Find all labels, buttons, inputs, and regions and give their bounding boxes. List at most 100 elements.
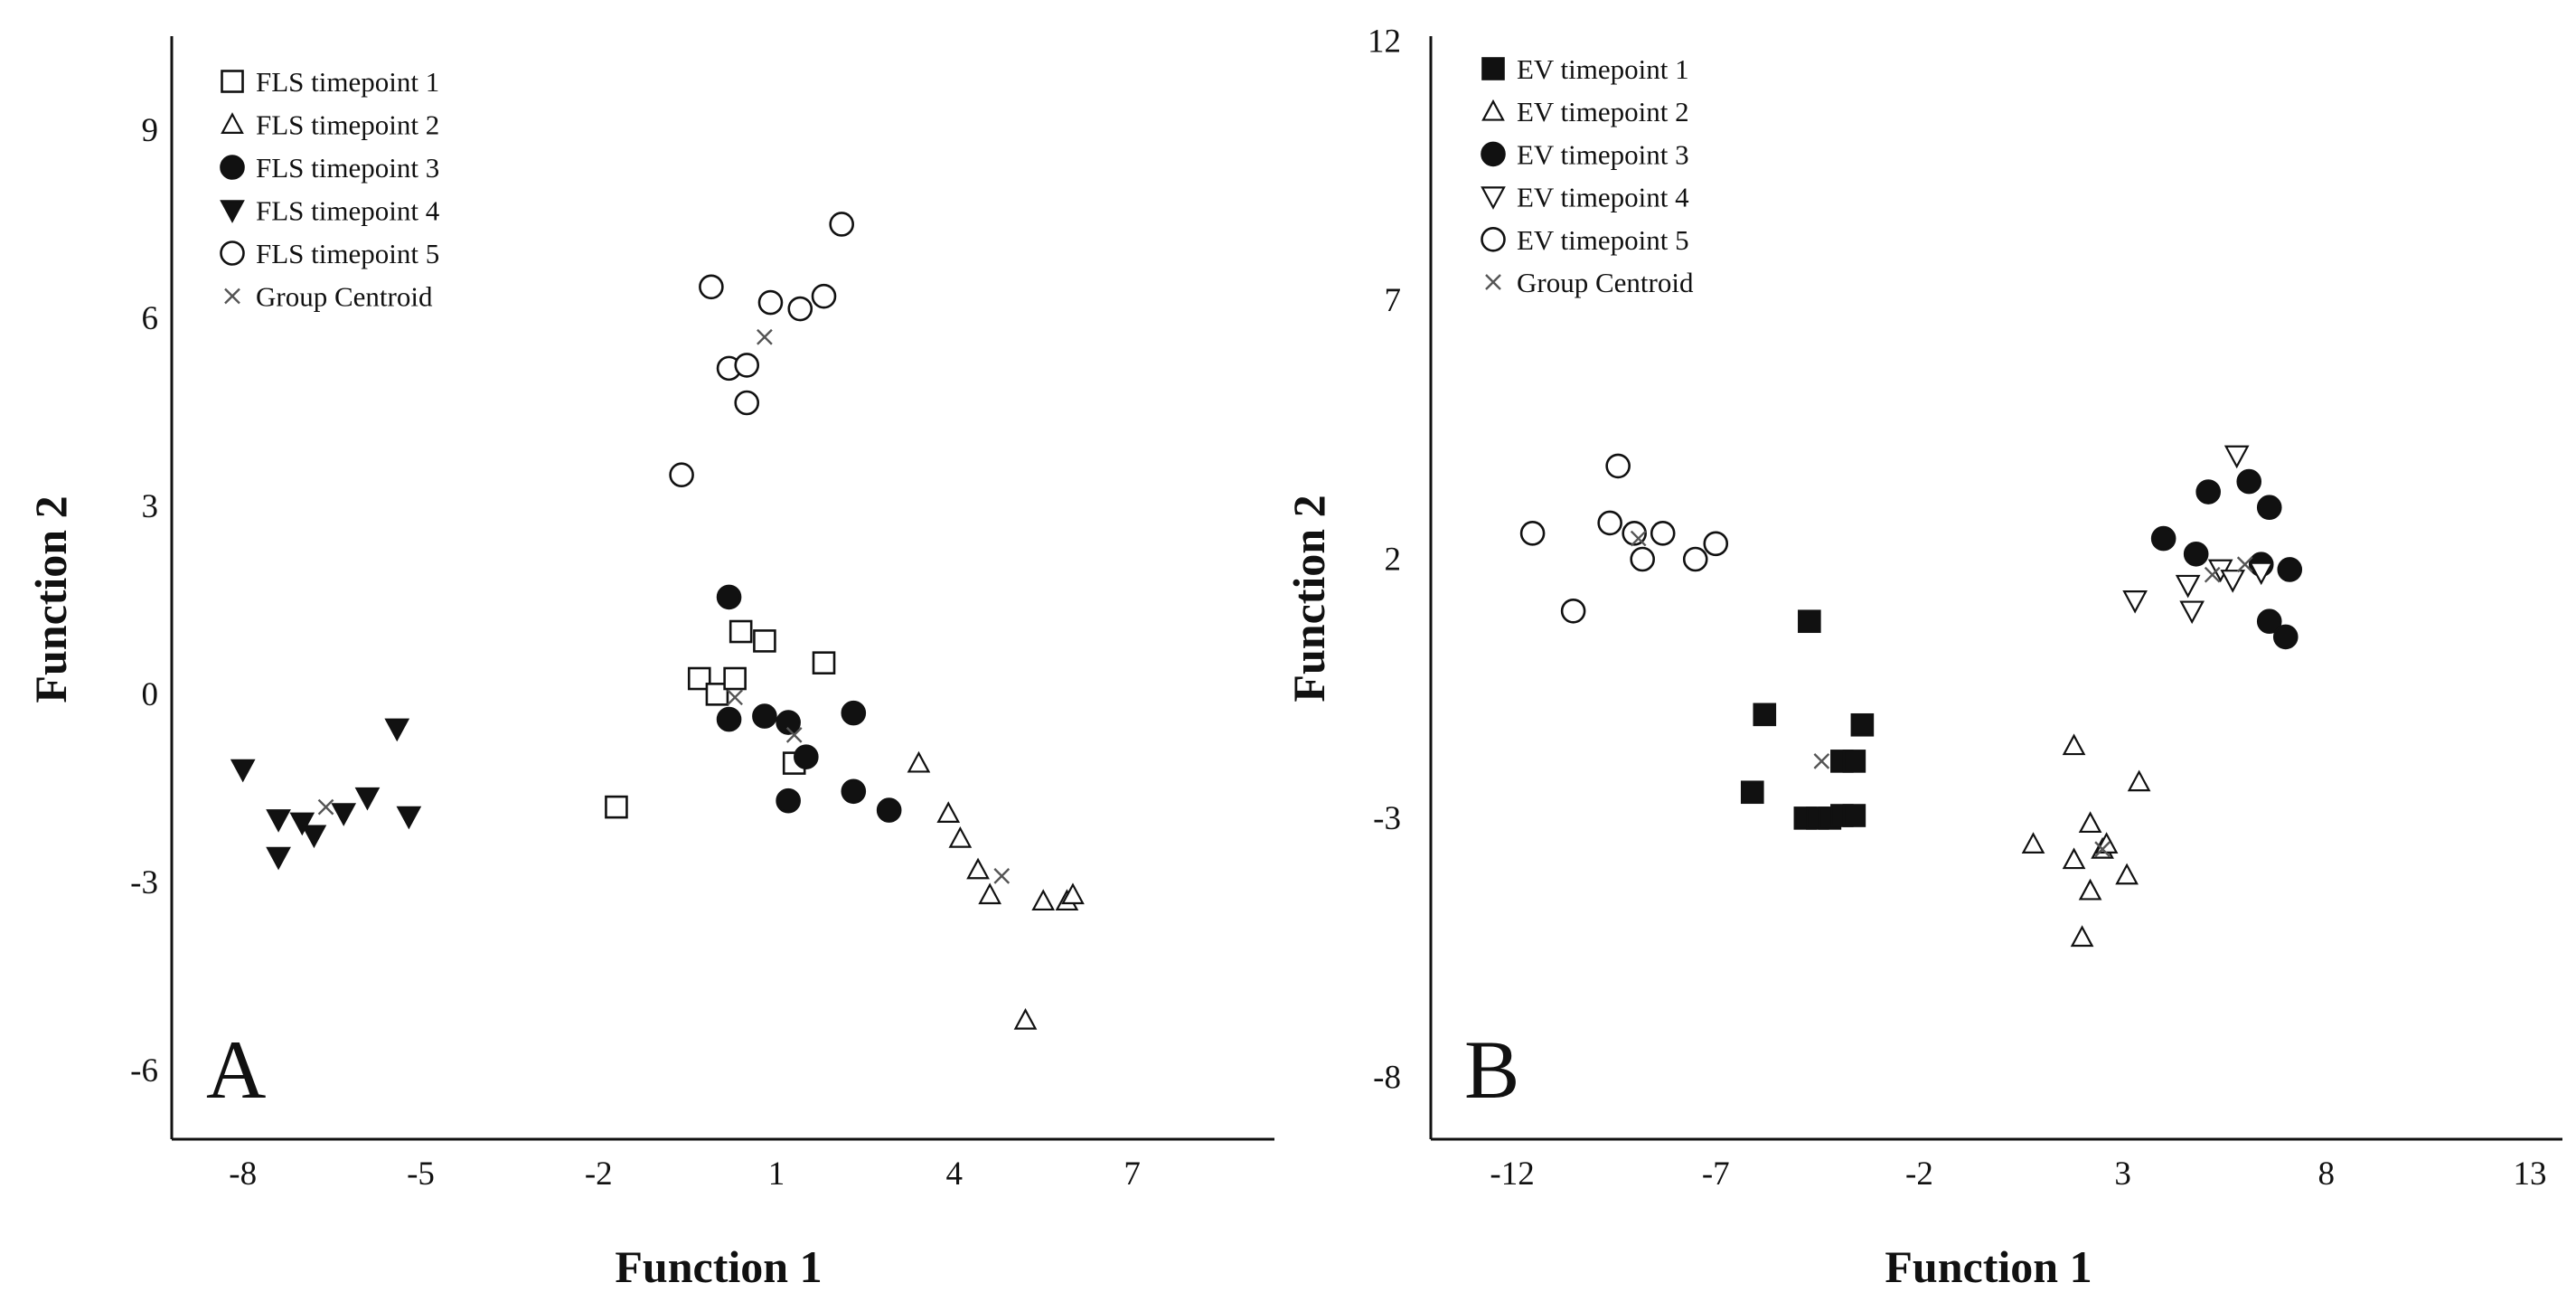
data-point (948, 825, 973, 848)
data-point (301, 825, 327, 849)
data-point (753, 629, 776, 653)
data-point (966, 857, 990, 880)
series-a-1 (605, 619, 836, 819)
legend-marker (1481, 141, 1506, 167)
y-tick-label-a: 3 (142, 488, 159, 525)
legend-marker (1481, 57, 1505, 80)
x-tick-label-a: 4 (946, 1155, 964, 1193)
data-point (1013, 1007, 1038, 1030)
y-axis-title-a: Function 2 (25, 495, 76, 703)
legend-marker (220, 155, 245, 180)
y-tick-label-b: 12 (1368, 24, 1401, 61)
series-a-6 (317, 328, 1011, 884)
data-point (2256, 608, 2282, 635)
data-point (2122, 590, 2148, 614)
legend-item: EV timepoint 5 (1481, 224, 1689, 256)
legend-item: Group Centroid (1485, 267, 1694, 298)
legend-b: EV timepoint 1 EV timepoint 2 EV timepoint… (1481, 53, 1694, 298)
x-tick-label-b: 13 (2513, 1155, 2546, 1193)
legend-label: FLS timepoint 5 (256, 238, 439, 269)
data-point (2179, 600, 2205, 625)
data-point (2078, 878, 2102, 901)
data-point (757, 289, 784, 316)
data-point (2062, 847, 2086, 870)
data-point (2220, 570, 2246, 593)
centroid-marker (785, 727, 803, 743)
data-point (705, 683, 729, 706)
legend-marker (1481, 186, 1506, 210)
data-point (794, 744, 819, 769)
legend-label: FLS timepoint 3 (256, 152, 439, 184)
centroid-marker (993, 868, 1011, 884)
y-tick-label-b: -3 (1373, 800, 1401, 837)
legend-label: FLS timepoint 1 (256, 66, 439, 98)
series-b-3 (2150, 468, 2303, 650)
series-a-4 (230, 718, 422, 871)
data-point (2115, 863, 2139, 885)
data-point (2248, 561, 2274, 586)
legend-label: EV timepoint 3 (1517, 138, 1689, 170)
x-tick-label-a: 1 (768, 1155, 785, 1193)
legend-label: Group Centroid (1517, 267, 1694, 298)
data-point (729, 619, 753, 644)
data-point (716, 706, 742, 732)
data-point (734, 390, 760, 416)
legend-a: FLS timepoint 1 FLS timepoint 2 FLS timepo… (220, 66, 440, 313)
data-point (396, 806, 422, 830)
data-point (669, 462, 694, 488)
series-b-6 (1630, 530, 2253, 858)
data-point (1842, 804, 1866, 827)
legend-item: FLS timepoint 5 (220, 238, 439, 269)
legend-label: Group Centroid (256, 281, 433, 313)
x-tick-label-a: -2 (585, 1155, 613, 1193)
data-point (936, 801, 961, 823)
data-point (1682, 546, 1708, 572)
data-point (266, 846, 291, 871)
x-tick-label-b: 8 (2318, 1155, 2336, 1193)
y-tick-label-a: -6 (130, 1052, 158, 1089)
legend-label: EV timepoint 2 (1517, 96, 1689, 127)
data-point (876, 797, 902, 823)
x-tick-label-b: -7 (1702, 1155, 1730, 1193)
chart-panel-a: A Function 1 Function 2 -8 -5 -2 1 4 7 9 6 3 0 -3 -… (25, 36, 1274, 1292)
y-axis-title-b: Function 2 (1283, 495, 1334, 702)
data-point (734, 353, 760, 378)
centroid-marker (317, 798, 334, 816)
data-point (2256, 495, 2282, 521)
centroid-marker (1813, 753, 1830, 769)
series-a-5 (669, 212, 854, 488)
data-point (776, 710, 801, 735)
data-point (776, 788, 801, 814)
data-point (2272, 624, 2299, 650)
data-point (723, 666, 747, 691)
legend-marker (1485, 274, 1501, 290)
data-point (2070, 925, 2094, 948)
series-b-5 (1519, 453, 1729, 624)
data-point (2078, 811, 2102, 834)
data-point (1061, 882, 1085, 905)
data-point (2183, 541, 2209, 567)
data-point (812, 651, 836, 674)
data-point (354, 787, 381, 811)
data-point (1605, 453, 1631, 479)
data-point (752, 703, 777, 729)
legend-marker (1481, 226, 1506, 252)
chart-panel-b: B Function 1 Function 2 -12 -7 -2 3 8 13 12 7 2 -… (1283, 24, 2562, 1292)
data-point (1798, 609, 1821, 634)
legend-item: FLS timepoint 2 (221, 109, 439, 141)
data-point (1650, 521, 1676, 546)
data-point (384, 718, 410, 742)
data-point (2223, 445, 2250, 469)
centroid-marker (2236, 556, 2253, 573)
data-point (1753, 703, 1777, 727)
data-point (2150, 525, 2176, 552)
legend-marker (220, 200, 245, 223)
x-axis-title-b: Function 1 (1885, 1241, 2092, 1292)
x-tick-label-b: 3 (2114, 1155, 2131, 1193)
data-point (1630, 546, 1655, 572)
data-point (2236, 468, 2262, 495)
data-point (2062, 733, 2086, 756)
legend-item: EV timepoint 3 (1481, 138, 1689, 170)
x-tick-label-a: -5 (407, 1155, 435, 1193)
